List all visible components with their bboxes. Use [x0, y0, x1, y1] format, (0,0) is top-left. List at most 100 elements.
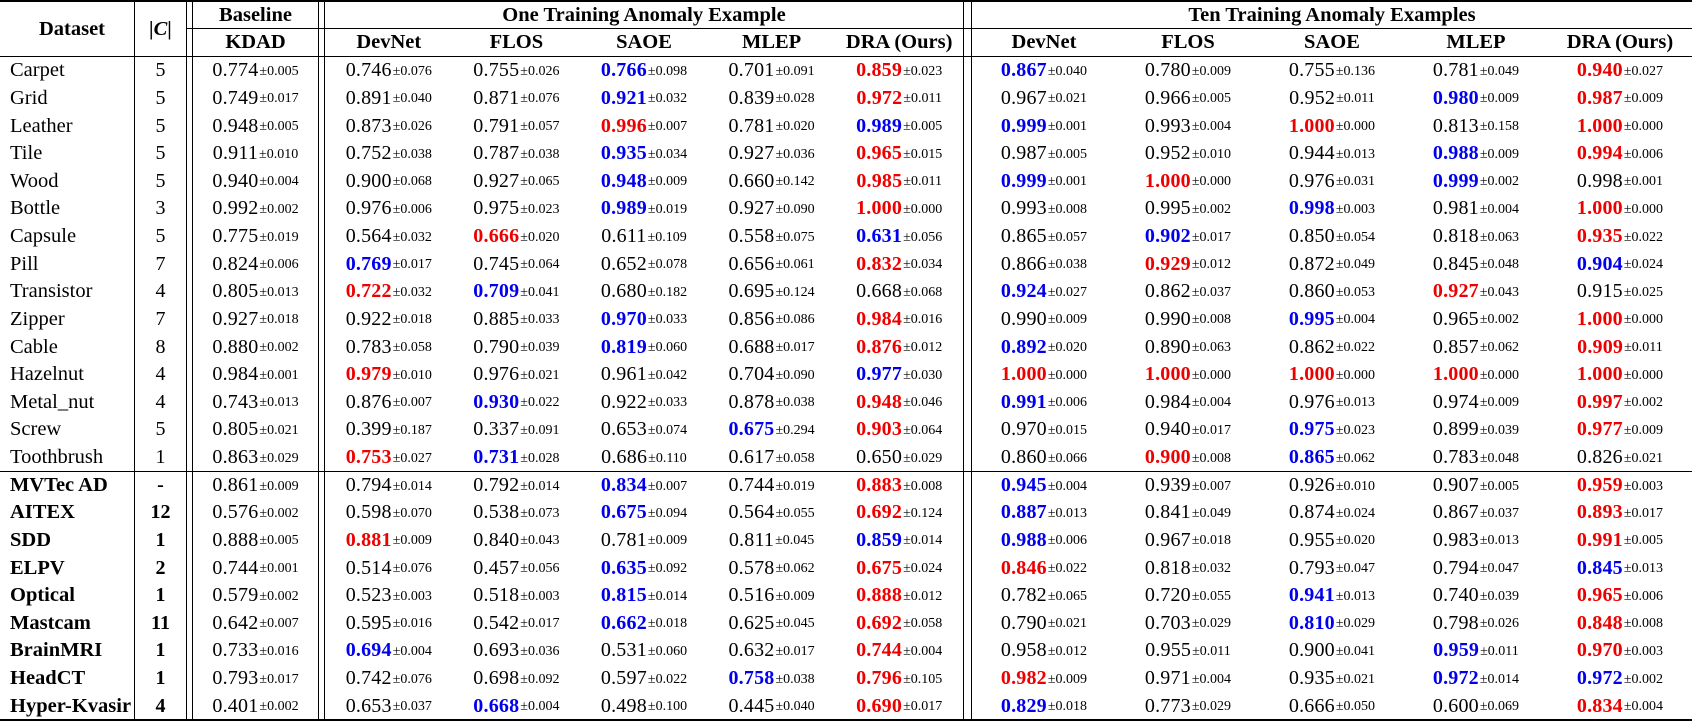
score-cell: 0.887 ±0.013	[972, 499, 1116, 527]
double-rule	[318, 167, 325, 196]
score-std: ±0.012	[1191, 257, 1232, 273]
score-std: ±0.008	[1191, 312, 1232, 328]
score-std: ±0.041	[520, 284, 560, 300]
score-cell: 0.970 ±0.033	[580, 306, 708, 334]
double-rule	[186, 333, 193, 361]
class-count: 11	[151, 611, 170, 634]
score-cell: 0.668 ±0.068	[835, 278, 963, 306]
dataset-name: MVTec AD	[0, 472, 135, 499]
score-cell: 0.694 ±0.004	[325, 637, 453, 665]
double-rule	[962, 581, 972, 610]
score-value: 0.819	[600, 335, 647, 358]
score-cell: 0.927 ±0.065	[453, 168, 581, 196]
score-cell: 0.498 ±0.100	[580, 692, 708, 720]
score-value: 1.000	[1576, 197, 1623, 220]
score-cell: 0.401 ±0.002	[193, 692, 318, 720]
score-std: ±0.008	[1623, 616, 1664, 632]
double-rule	[186, 305, 193, 334]
score-cell: 0.992 ±0.002	[193, 195, 318, 223]
score-cell: 0.977 ±0.009	[1548, 416, 1692, 444]
score-cell: 0.399 ±0.187	[325, 416, 453, 444]
score-std: ±0.007	[392, 395, 432, 411]
score-cell: 0.988 ±0.009	[1404, 140, 1548, 168]
double-rule	[318, 499, 325, 527]
score-cell: 0.666 ±0.050	[1260, 692, 1404, 720]
score-std: ±0.062	[1335, 450, 1376, 466]
score-value: 0.990	[1000, 307, 1047, 330]
score-cell: 0.888 ±0.005	[193, 527, 318, 555]
dataset-name: Bottle	[0, 195, 135, 223]
score-value: 0.686	[601, 446, 648, 469]
score-std: ±0.017	[259, 671, 299, 687]
double-rule	[318, 443, 325, 472]
score-std: ±0.016	[392, 616, 432, 632]
double-rule	[962, 2, 972, 29]
double-rule	[186, 112, 193, 140]
score-value: 0.660	[728, 169, 775, 192]
score-value: 0.900	[1144, 446, 1191, 469]
double-rule	[318, 139, 325, 168]
score-value: 0.972	[1576, 667, 1623, 690]
score-std: ±0.017	[520, 616, 560, 632]
score-value: 0.995	[1144, 197, 1191, 220]
double-rule	[186, 195, 193, 223]
score-cell: 0.924 ±0.027	[972, 278, 1116, 306]
table-row: Metal_nut 4 0.743 ±0.013 0.876 ±0.007 0.930 ±0.…	[0, 388, 1692, 417]
score-cell: 0.783 ±0.058	[325, 333, 453, 361]
score-value: 0.656	[728, 252, 775, 275]
double-rule	[186, 581, 193, 610]
score-cell: 0.688 ±0.017	[708, 333, 836, 361]
score-value: 0.952	[1144, 142, 1191, 165]
dataset-name: Screw	[0, 416, 135, 444]
score-std: ±0.040	[1047, 63, 1088, 79]
class-count: 5	[155, 114, 166, 137]
score-std: ±0.010	[392, 367, 432, 383]
score-value: 0.999	[1432, 169, 1479, 192]
score-value: 0.781	[600, 528, 647, 551]
double-rule	[962, 360, 972, 389]
score-cell: 0.675 ±0.094	[580, 499, 708, 527]
score-std: ±0.002	[259, 505, 299, 521]
dataset-name: Transistor	[0, 278, 135, 306]
double-rule	[186, 416, 193, 444]
double-rule	[962, 167, 972, 196]
dataset-name: Mastcam	[0, 609, 135, 638]
double-rule	[318, 222, 325, 251]
score-std: ±0.000	[1623, 119, 1664, 135]
double-rule	[962, 443, 972, 472]
table-row: SDD 1 0.888 ±0.005 0.881 ±0.009 0.840 ±0.043 0.7…	[0, 526, 1692, 555]
score-std: ±0.039	[520, 340, 560, 356]
score-std: ±0.001	[1047, 119, 1088, 135]
score-std: ±0.038	[775, 671, 815, 687]
score-cell: 0.970 ±0.003	[1548, 637, 1692, 665]
score-cell: 0.865 ±0.062	[1260, 444, 1404, 472]
score-value: 0.445	[728, 694, 775, 717]
score-cell: 0.579 ±0.002	[193, 582, 318, 610]
score-value: 0.863	[212, 446, 259, 469]
score-std: ±0.105	[903, 671, 943, 687]
score-std: ±0.074	[647, 422, 688, 438]
score-cell: 0.794 ±0.047	[1404, 554, 1548, 582]
score-value: 0.576	[212, 501, 259, 524]
score-cell: 0.991 ±0.006	[972, 389, 1116, 417]
score-std: ±0.037	[1479, 505, 1520, 521]
score-cell: 0.948 ±0.005	[193, 112, 318, 140]
dataset-name: ELPV	[0, 554, 135, 582]
score-value: 0.662	[600, 611, 647, 634]
score-cell: 0.516 ±0.009	[708, 582, 836, 610]
score-cell: 1.000 ±0.000	[1260, 112, 1404, 140]
score-std: ±0.002	[1479, 174, 1520, 190]
score-std: ±0.021	[520, 367, 560, 383]
score-cell: 0.698 ±0.092	[453, 665, 581, 693]
score-value: 0.692	[856, 611, 903, 634]
score-std: ±0.001	[259, 561, 299, 577]
score-cell: 0.780 ±0.009	[1116, 57, 1260, 85]
score-cell: 0.781 ±0.009	[580, 527, 708, 555]
score-cell: 0.872 ±0.049	[1260, 250, 1404, 278]
score-std: ±0.037	[1191, 284, 1232, 300]
score-std: ±0.003	[520, 588, 560, 604]
score-std: ±0.011	[1336, 91, 1375, 107]
score-std: ±0.003	[1623, 643, 1664, 659]
score-std: ±0.047	[1335, 561, 1376, 577]
group-header-baseline: Baseline	[193, 2, 318, 29]
